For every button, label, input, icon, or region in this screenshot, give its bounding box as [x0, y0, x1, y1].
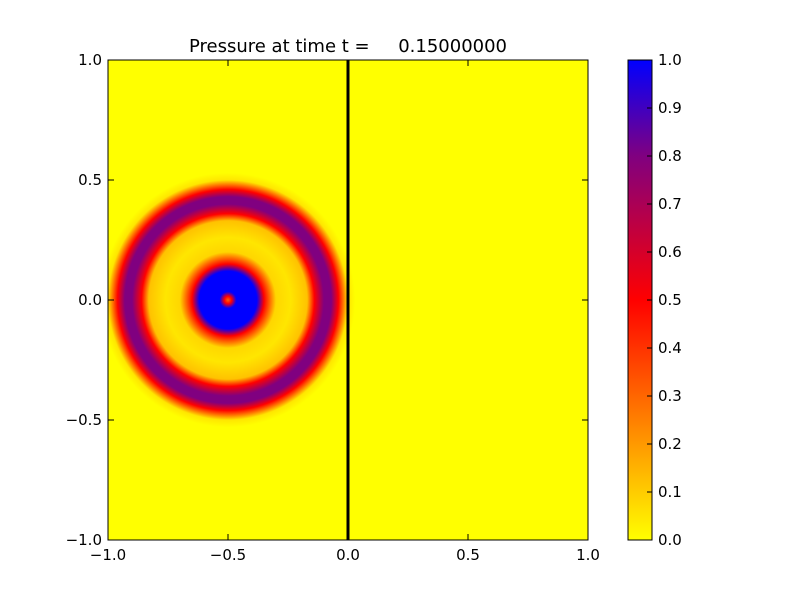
colorbar-tick-label: 0.7	[658, 195, 682, 213]
colorbar-tick-label: 0.9	[658, 99, 682, 117]
y-tick-label: 1.0	[78, 51, 102, 69]
colorbar-tick-label: 0.0	[658, 531, 682, 549]
x-tick-label: −1.0	[90, 546, 126, 564]
x-axis: −1.0 −0.5 0.0 0.5 1.0	[90, 60, 600, 564]
y-tick-label: 0.5	[78, 171, 102, 189]
colorbar-tick-label: 0.5	[658, 291, 682, 309]
colorbar-tick-label: 0.1	[658, 483, 682, 501]
x-tick-label: −0.5	[210, 546, 246, 564]
colorbar-tick-label: 0.4	[658, 339, 682, 357]
x-tick-label: 0.0	[336, 546, 360, 564]
y-tick-label: 0.0	[78, 291, 102, 309]
colorbar-tick-label: 0.6	[658, 243, 682, 261]
colorbar-tick-label: 0.8	[658, 147, 682, 165]
colorbar-tick-label: 0.3	[658, 387, 682, 405]
x-tick-label: 0.5	[456, 546, 480, 564]
y-tick-label: −1.0	[66, 531, 102, 549]
x-tick-label: 1.0	[576, 546, 600, 564]
chart-title: Pressure at time t = 0.15000000	[189, 36, 507, 57]
y-axis: −1.0 −0.5 0.0 0.5 1.0	[66, 51, 588, 549]
colorbar-tick-label: 0.2	[658, 435, 682, 453]
colorbar-axis: 0.0 0.1 0.2 0.3 0.4 0.5 0.6 0.7 0.8 0.9 1.0	[647, 51, 682, 549]
y-tick-label: −0.5	[66, 411, 102, 429]
colorbar-tick-label: 1.0	[658, 51, 682, 69]
